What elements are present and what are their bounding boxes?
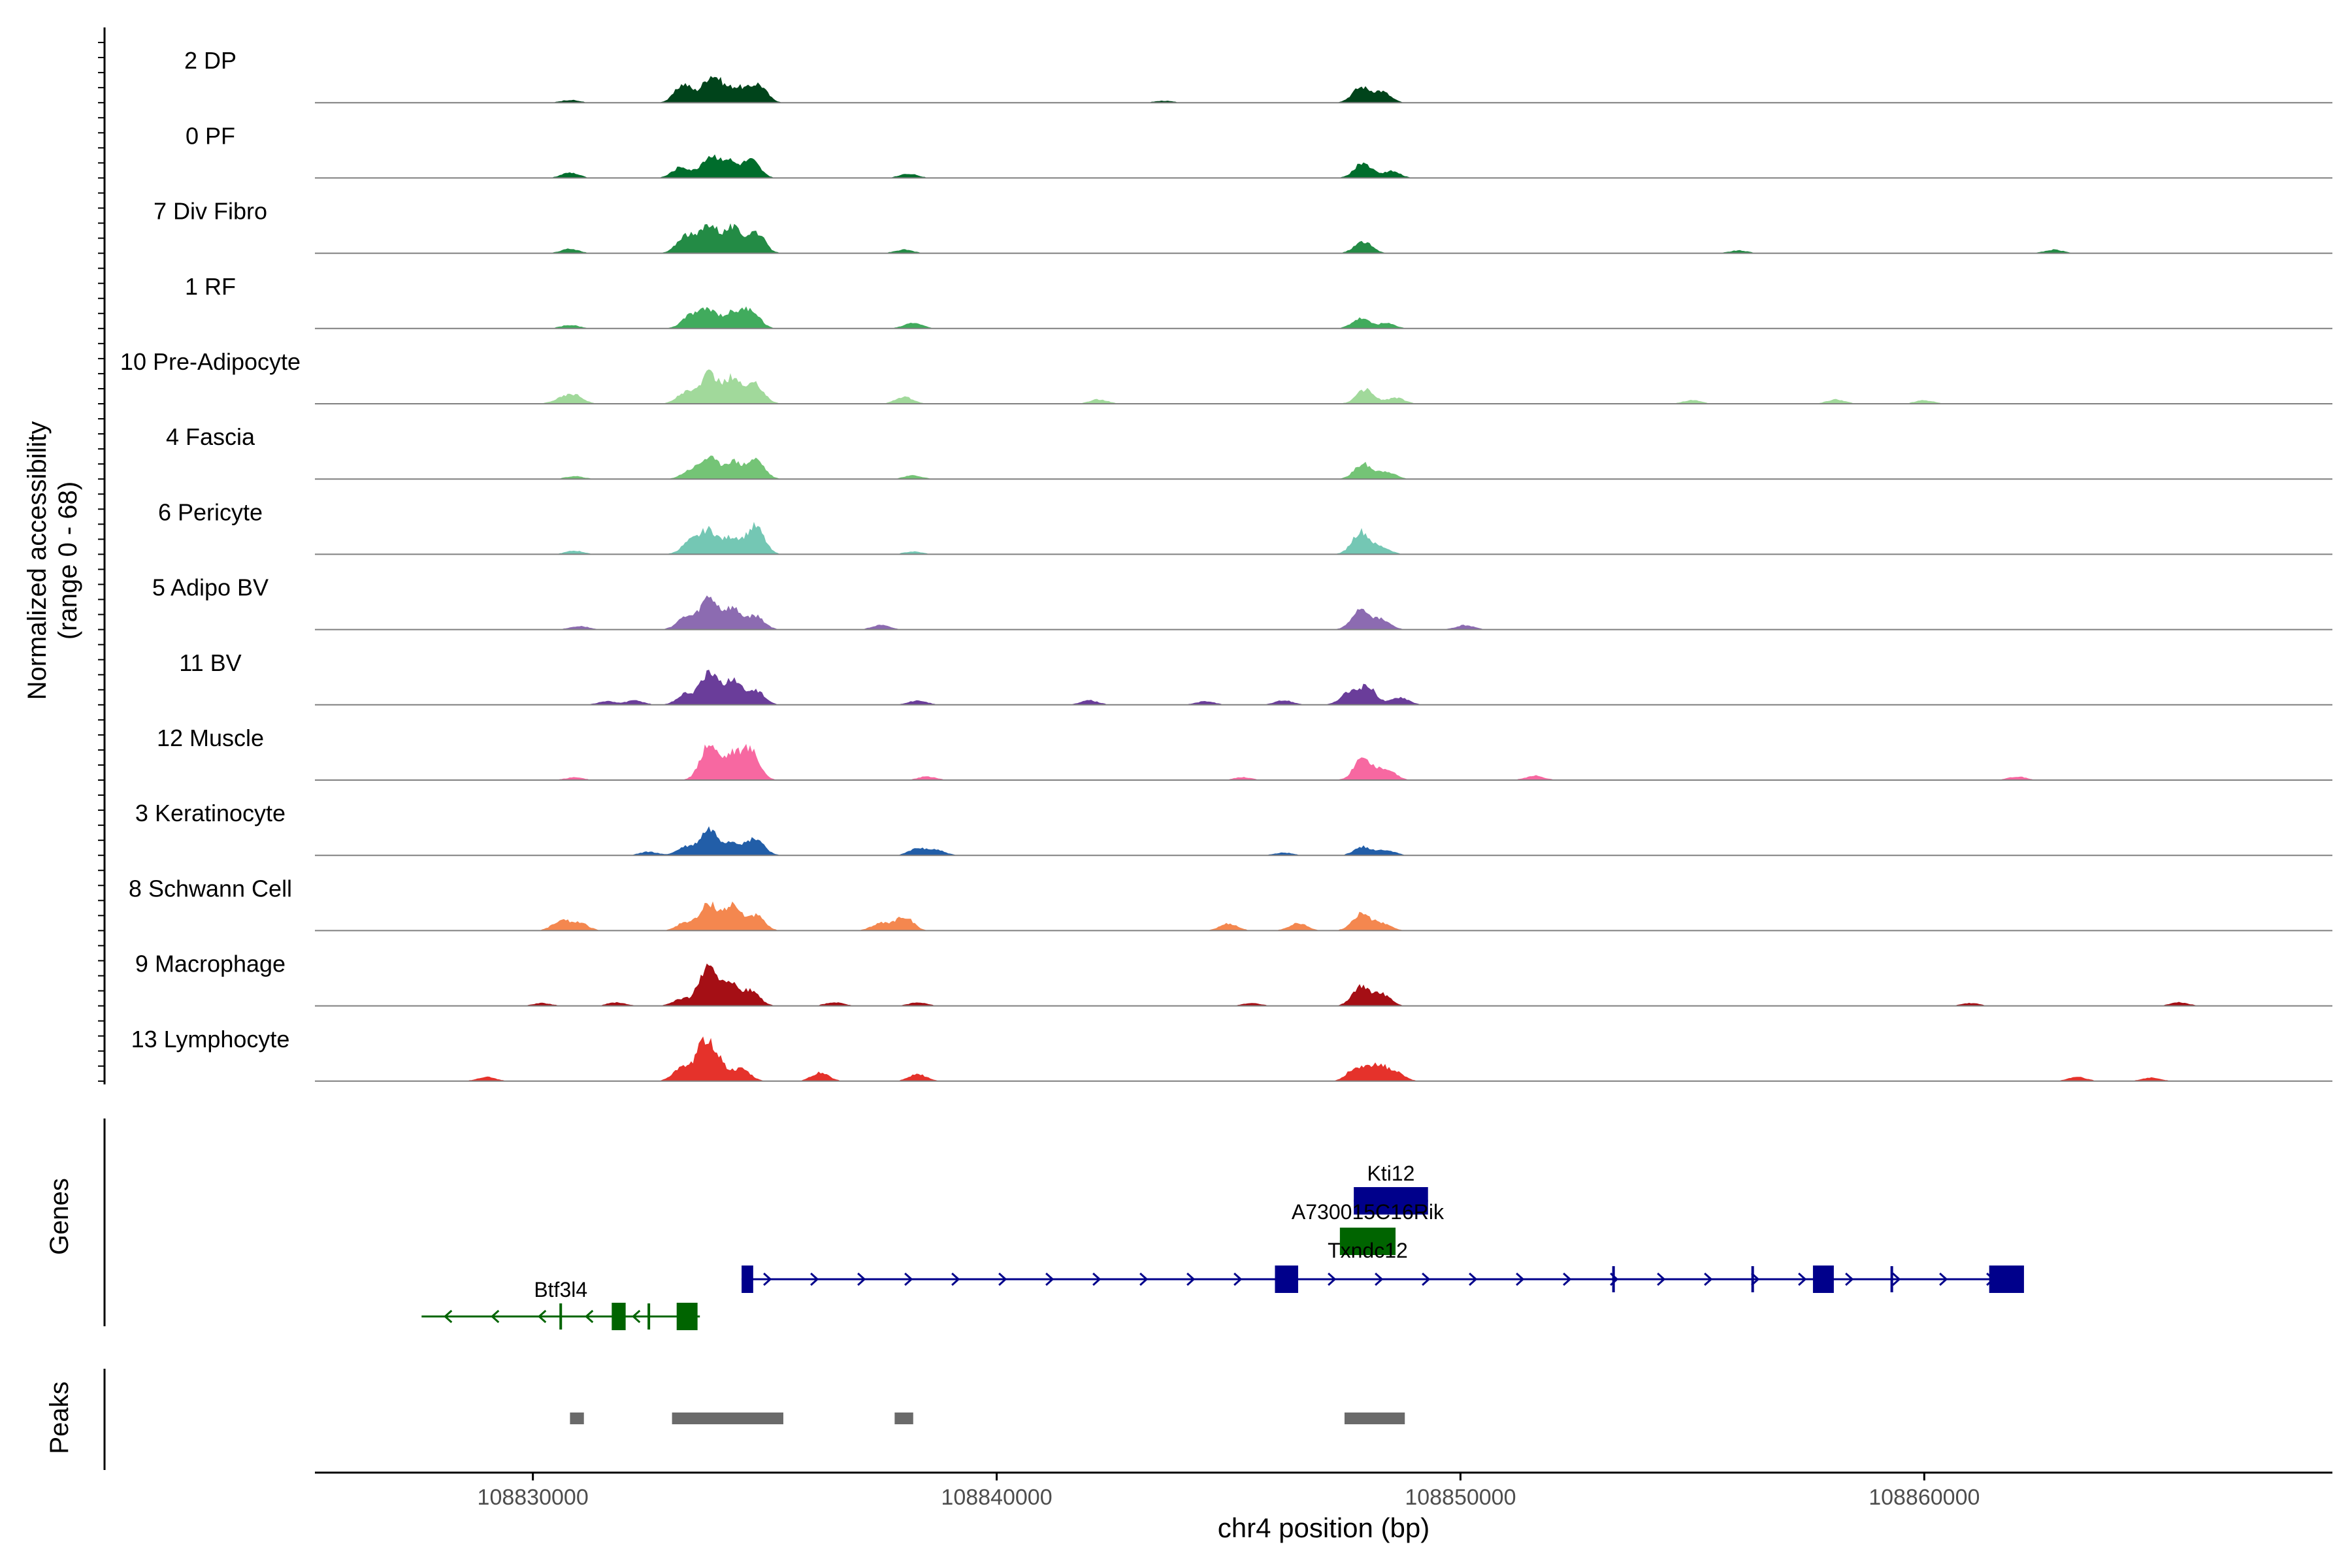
- track-label: 8 Schwann Cell: [129, 875, 292, 902]
- gene-model: Btf3l4: [421, 1278, 700, 1330]
- peak-region: [894, 1413, 913, 1424]
- gene-model: A730015C16Rik: [742, 1200, 2024, 1293]
- gene-label: Kti12: [1367, 1162, 1414, 1185]
- x-axis-tick-label: 108850000: [1405, 1485, 1516, 1510]
- track-label: 0 PF: [186, 122, 235, 149]
- coverage-track: 6 Pericyte: [158, 498, 2332, 555]
- genes-y-axis-label: Genes: [45, 1178, 74, 1255]
- gene-exon: [742, 1266, 753, 1293]
- coverage-track: 8 Schwann Cell: [129, 875, 2332, 932]
- coverage-y-axis-label: Normalized accessibility (range 0 - 68): [23, 421, 82, 700]
- peak-region: [1344, 1413, 1405, 1424]
- strand-arrow: [538, 1309, 547, 1324]
- coverage-tracks: 2 DP 0 PF 7 Div Fibro 1 RF 10 Pre-Adipocyte 4…: [120, 47, 2332, 1082]
- track-label: 12 Muscle: [157, 725, 264, 751]
- strand-arrow: [1798, 1272, 1807, 1286]
- track-label: 2 DP: [184, 47, 237, 74]
- coverage-track: 5 Adipo BV: [152, 574, 2332, 630]
- strand-arrow: [904, 1272, 913, 1286]
- x-axis-label: chr4 position (bp): [1218, 1512, 1430, 1543]
- coverage-track: 7 Div Fibro: [154, 198, 2332, 254]
- strand-arrow: [1139, 1272, 1149, 1286]
- strand-arrow: [1657, 1272, 1666, 1286]
- gene-models: Kti12 A730015C16Rik Txndc12 Btf3l4: [421, 1162, 2024, 1330]
- x-axis-tick-label: 108840000: [941, 1485, 1052, 1510]
- genes-panel: Genes Kti12 A730015C16Rik Txndc12 Btf3l4: [45, 1119, 2024, 1330]
- strand-arrow: [810, 1272, 819, 1286]
- coverage-track: 2 DP: [184, 47, 2332, 104]
- coverage-track: 12 Muscle: [157, 725, 2332, 781]
- coverage-y-axis-label-line2: (range 0 - 68): [54, 482, 82, 640]
- peak-regions: [570, 1413, 1405, 1424]
- strand-arrow: [1563, 1272, 1572, 1286]
- peak-region: [672, 1413, 783, 1424]
- track-label: 5 Adipo BV: [152, 574, 269, 601]
- strand-arrow: [1186, 1272, 1196, 1286]
- strand-arrow: [1892, 1272, 1901, 1286]
- strand-arrow: [951, 1272, 960, 1286]
- coverage-track: 9 Macrophage: [135, 951, 2332, 1007]
- gene-model: Txndc12: [1328, 1228, 1408, 1262]
- coverage-track: 13 Lymphocyte: [131, 1026, 2332, 1082]
- gene-label: Txndc12: [1328, 1239, 1408, 1262]
- track-label: 13 Lymphocyte: [131, 1026, 290, 1053]
- strand-arrow: [1469, 1272, 1478, 1286]
- strand-arrow: [1704, 1272, 1713, 1286]
- strand-arrow: [1045, 1272, 1054, 1286]
- coverage-track: 3 Keratinocyte: [135, 800, 2332, 857]
- coverage-track: 4 Fascia: [166, 423, 2332, 480]
- gene-label: Btf3l4: [534, 1278, 587, 1301]
- strand-arrow: [1939, 1272, 1948, 1286]
- gene-exon: [612, 1303, 626, 1330]
- strand-arrow: [1845, 1272, 1854, 1286]
- coverage-track: 1 RF: [185, 273, 2332, 329]
- peaks-y-axis-label: Peaks: [45, 1381, 74, 1454]
- x-axis: chr4 position (bp) 108830000 108840000 108…: [315, 1471, 2332, 1543]
- x-axis-tick-label: 108860000: [1869, 1485, 1980, 1510]
- gene-exon: [1812, 1266, 1834, 1293]
- gene-label: A730015C16Rik: [1292, 1200, 1445, 1224]
- track-label: 9 Macrophage: [135, 951, 286, 977]
- track-label: 11 BV: [179, 649, 241, 676]
- strand-arrow: [632, 1309, 641, 1324]
- strand-arrow: [1233, 1272, 1243, 1286]
- strand-arrow: [998, 1272, 1007, 1286]
- x-axis-tick-label: 108830000: [478, 1485, 589, 1510]
- track-label: 7 Div Fibro: [154, 198, 267, 225]
- strand-arrow: [1375, 1272, 1384, 1286]
- gene-exon: [1354, 1187, 1428, 1215]
- track-label: 6 Pericyte: [158, 498, 263, 525]
- strand-arrow: [763, 1272, 772, 1286]
- track-label: 3 Keratinocyte: [135, 800, 286, 826]
- gene-exon: [1989, 1266, 2024, 1293]
- gene-exon: [1275, 1266, 1298, 1293]
- gene-exon: [676, 1303, 698, 1330]
- peak-region: [570, 1413, 584, 1424]
- track-label: 1 RF: [185, 273, 236, 300]
- coverage-track: 0 PF: [186, 122, 2332, 179]
- strand-arrow: [857, 1272, 866, 1286]
- gene-exon: [1339, 1228, 1396, 1255]
- track-label: 10 Pre-Adipocyte: [120, 348, 301, 375]
- peaks-panel: Peaks: [45, 1369, 1405, 1470]
- strand-arrow: [444, 1309, 453, 1324]
- coverage-y-axis: [98, 27, 106, 1085]
- strand-arrow: [1092, 1272, 1102, 1286]
- strand-arrow: [1328, 1272, 1337, 1286]
- coverage-y-axis-label-line1: Normalized accessibility: [23, 421, 52, 700]
- coverage-track: 10 Pre-Adipocyte: [120, 348, 2332, 404]
- gene-model: Kti12: [1354, 1162, 1428, 1215]
- strand-arrow: [491, 1309, 500, 1324]
- strand-arrow: [1422, 1272, 1431, 1286]
- strand-arrow: [585, 1309, 594, 1324]
- track-label: 4 Fascia: [166, 423, 255, 450]
- strand-arrow: [1516, 1272, 1525, 1286]
- coverage-track: 11 BV: [179, 649, 2332, 706]
